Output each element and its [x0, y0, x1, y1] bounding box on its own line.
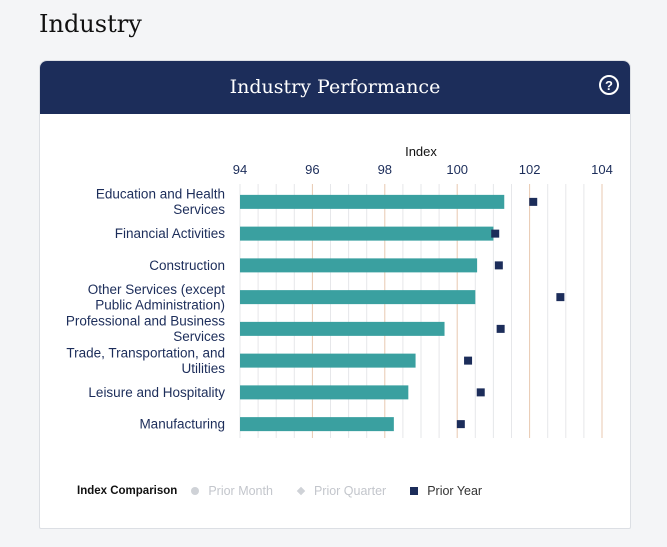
legend-item-prior-quarter[interactable]: Prior Quarter	[296, 484, 387, 498]
legend-label-prior-month: Prior Month	[208, 484, 273, 498]
category-label: Financial Activities	[115, 226, 226, 241]
help-label: ?	[605, 77, 613, 93]
chart-legend: Index Comparison Prior Month Prior Quart…	[77, 484, 506, 498]
data-bar	[240, 385, 409, 400]
data-bar	[240, 321, 445, 336]
page-title: Industry	[39, 10, 142, 38]
category-label: Services	[173, 202, 225, 217]
x-tick-label: 98	[378, 162, 392, 177]
category-label: Utilities	[181, 361, 225, 376]
x-axis-title: Index	[405, 144, 437, 159]
x-tick-label: 104	[591, 162, 613, 177]
legend-label-prior-quarter: Prior Quarter	[313, 484, 387, 498]
data-bar	[240, 290, 476, 305]
data-bar	[240, 417, 394, 432]
circle-marker-icon	[191, 487, 200, 495]
category-label: Professional and Business	[66, 314, 225, 329]
square-marker-icon	[410, 487, 419, 495]
prior-year-marker	[476, 388, 485, 397]
legend-title: Index Comparison	[77, 485, 178, 497]
prior-year-marker	[494, 261, 503, 270]
x-tick-label: 100	[446, 162, 468, 177]
category-label: Public Administration)	[95, 297, 225, 312]
category-label: Other Services (except	[88, 282, 226, 297]
data-bar	[240, 226, 494, 241]
card-header: Industry Performance ?	[40, 61, 630, 114]
category-label: Leisure and Hospitality	[88, 385, 225, 400]
prior-year-marker	[529, 197, 538, 206]
industry-performance-card: Industry Performance ? Index 94 96 98 100 102…	[39, 60, 631, 529]
category-label: Manufacturing	[139, 417, 225, 432]
diamond-marker-icon	[296, 486, 306, 496]
x-tick-label: 94	[233, 162, 247, 177]
category-label: Trade, Transportation, and	[66, 345, 225, 360]
data-bar	[240, 194, 505, 209]
category-label: Education and Health	[96, 187, 225, 202]
x-tick-label: 96	[305, 162, 319, 177]
legend-label-prior-year: Prior Year	[427, 484, 483, 498]
card-title: Industry Performance	[229, 76, 441, 98]
question-circle-icon[interactable]: ?	[599, 75, 619, 95]
x-tick-label: 102	[519, 162, 541, 177]
prior-year-marker	[491, 229, 500, 238]
prior-year-marker	[464, 356, 473, 365]
data-bar	[240, 258, 478, 273]
category-label: Construction	[149, 258, 225, 273]
legend-item-prior-month[interactable]: Prior Month	[191, 484, 273, 498]
prior-year-marker	[556, 293, 565, 302]
industry-bar-chart: Index 94 96 98 100 102 104 Education and Health…	[66, 144, 613, 438]
prior-year-marker	[456, 420, 465, 429]
category-label: Services	[173, 329, 225, 344]
data-bar	[240, 353, 416, 368]
prior-year-marker	[496, 324, 505, 333]
legend-item-prior-year[interactable]: Prior Year	[410, 484, 482, 498]
